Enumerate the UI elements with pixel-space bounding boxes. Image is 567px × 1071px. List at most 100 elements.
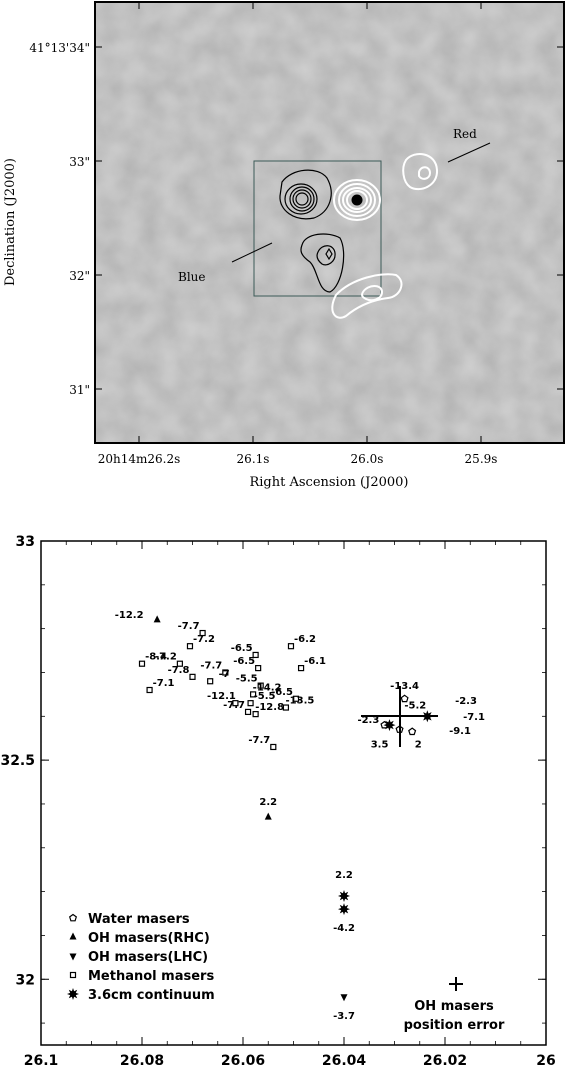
x-tick-label: 26.1s — [237, 452, 270, 466]
methanol-masers-marker — [146, 686, 153, 694]
methanol-masers-marker — [292, 695, 300, 702]
methanol-masers-marker — [189, 673, 196, 680]
maser-velocity-label: 2 — [415, 740, 422, 751]
methanol-masers-marker — [232, 700, 239, 707]
methanol-masers-marker — [257, 682, 264, 689]
blue-annotation: Blue — [178, 270, 206, 284]
legend-entry-label: OH masers(RHC) — [88, 931, 210, 946]
x-tick-label: 26.08 — [120, 1053, 164, 1069]
legend-marker-icon — [67, 988, 79, 1000]
maser-velocity-label: -2.3 — [357, 715, 379, 726]
legend-entry-label: OH masers(LHC) — [88, 950, 208, 965]
legend-marker-icon — [69, 971, 77, 979]
legend-marker-icon — [69, 932, 77, 940]
maser-velocity-label: -7.7 — [248, 735, 270, 746]
methanol-masers-marker — [222, 669, 229, 676]
methanol-masers-marker — [255, 664, 262, 672]
maser-velocity-label: 2.2 — [335, 870, 353, 881]
red-pointer — [447, 142, 491, 163]
maser-velocity-label: -2.3 — [455, 696, 477, 707]
scatter-ticks: 26.1 26.08 26.06 26.04 26.02 26 33 32.5 32 — [0, 534, 555, 1069]
y-tick-label: 33" — [69, 155, 90, 169]
oh-error-label: position error — [404, 1018, 505, 1033]
methanol-masers-marker — [186, 643, 194, 650]
methanol-masers-marker — [287, 643, 295, 650]
legend-entry-label: Methanol masers — [88, 969, 214, 984]
legend-marker-icon — [69, 953, 77, 961]
maser-velocity-label: -7.7 — [178, 621, 200, 632]
map-background — [95, 2, 564, 443]
x-tick-label: 26 — [536, 1053, 555, 1069]
y-tick-label: 33 — [16, 534, 35, 550]
maser-velocity-label: -7.7 — [223, 700, 245, 711]
maser-velocity-label: -7.2 — [155, 652, 177, 663]
position-error-cross — [361, 686, 438, 747]
x-tick-label: 26.1 — [24, 1053, 59, 1069]
maser-velocity-label: -7.1 — [153, 678, 175, 689]
scatter-points — [138, 615, 434, 1002]
maser-velocity-label: -6.2 — [294, 634, 316, 645]
x-axis-label: Right Ascension (J2000) — [249, 475, 408, 490]
maser-velocity-label: -14.2 — [253, 682, 282, 693]
blue-pointer — [231, 242, 273, 263]
y-tick-label: 31" — [69, 383, 90, 397]
legend: Water masers OH masers(RHC) OH masers(LHC)… — [67, 912, 215, 1003]
legend-marker-icon — [69, 913, 77, 922]
y-tick-label: 32 — [16, 972, 35, 988]
x-tick-label: 20h14m26.2s — [98, 452, 181, 466]
methanol-masers-marker — [252, 651, 259, 659]
maser-velocity-label: 3.5 — [371, 739, 389, 750]
map-frame — [94, 1, 565, 444]
maser-velocity-label: -7.8 — [168, 665, 190, 676]
maser-velocity-label: -7 — [219, 669, 230, 680]
maser-velocity-label: -7.1 — [463, 712, 485, 723]
3-6cm-continuum-marker — [383, 719, 396, 732]
methanol-masers-marker — [250, 691, 257, 698]
maser-velocity-label: -12.1 — [207, 691, 236, 702]
maser-velocity-label: -3.7 — [333, 1011, 355, 1022]
red-annotation: Red — [453, 127, 477, 141]
maser-velocity-label: 2.2 — [259, 797, 277, 808]
legend-entry-label: 3.6cm continuum — [88, 988, 215, 1003]
maser-velocity-label: -8.4 — [145, 652, 167, 663]
maser-velocity-label: -13.5 — [286, 696, 315, 707]
maser-velocity-label: -7.2 — [193, 634, 215, 645]
x-tick-label: 26.04 — [322, 1053, 367, 1069]
legend-entry-label: Water masers — [88, 912, 190, 927]
methanol-masers-marker — [270, 743, 277, 751]
maser-velocity-label: -9.1 — [449, 726, 471, 737]
maser-velocity-label: -12.2 — [115, 610, 144, 621]
maser-velocity-label: -5.5 — [236, 674, 258, 685]
map-ticks — [95, 2, 564, 443]
maser-velocity-label: -12.8 — [255, 702, 284, 713]
maser-velocity-label: -5.5 — [254, 691, 276, 702]
maser-velocity-label: -6.5 — [233, 656, 255, 667]
maser-velocity-label: -6.5 — [231, 643, 253, 654]
x-tick-label: 25.9s — [465, 452, 498, 466]
x-tick-label: 26.02 — [423, 1053, 467, 1069]
oh-masers-rhc-marker — [264, 812, 272, 820]
oh-masers-rhc-marker — [153, 615, 161, 623]
y-axis-label: Declination (J2000) — [3, 158, 18, 286]
methanol-masers-marker — [252, 711, 259, 718]
methanol-masers-marker — [207, 678, 214, 685]
oh-error-label: OH masers — [414, 999, 494, 1014]
zoom-region-box — [253, 160, 382, 297]
water-masers-marker — [400, 694, 409, 703]
3-6cm-continuum-marker — [338, 903, 350, 916]
radio-map-figure: Red Blue 41°13'34" 33" 32" 31" 20h14m26.… — [3, 1, 565, 490]
oh-masers-lhc-marker — [340, 994, 348, 1002]
scatter-labels: -13.4-2.33.5 2-12.22.2-3.7-7.7-7.2-7.2-8.… — [115, 610, 485, 1022]
oh-error-cross — [449, 977, 463, 991]
water-masers-marker — [408, 727, 417, 736]
methanol-masers-marker — [176, 660, 183, 667]
y-tick-label: 32" — [69, 269, 90, 283]
x-tick-label: 26.06 — [221, 1053, 265, 1069]
maser-velocity-label: -6.5 — [271, 687, 293, 698]
3-6cm-continuum-marker — [338, 890, 350, 902]
maser-velocity-label: -6.1 — [304, 656, 326, 667]
red-contours — [331, 153, 439, 319]
methanol-masers-marker — [297, 664, 305, 672]
methanol-masers-marker — [282, 704, 290, 711]
